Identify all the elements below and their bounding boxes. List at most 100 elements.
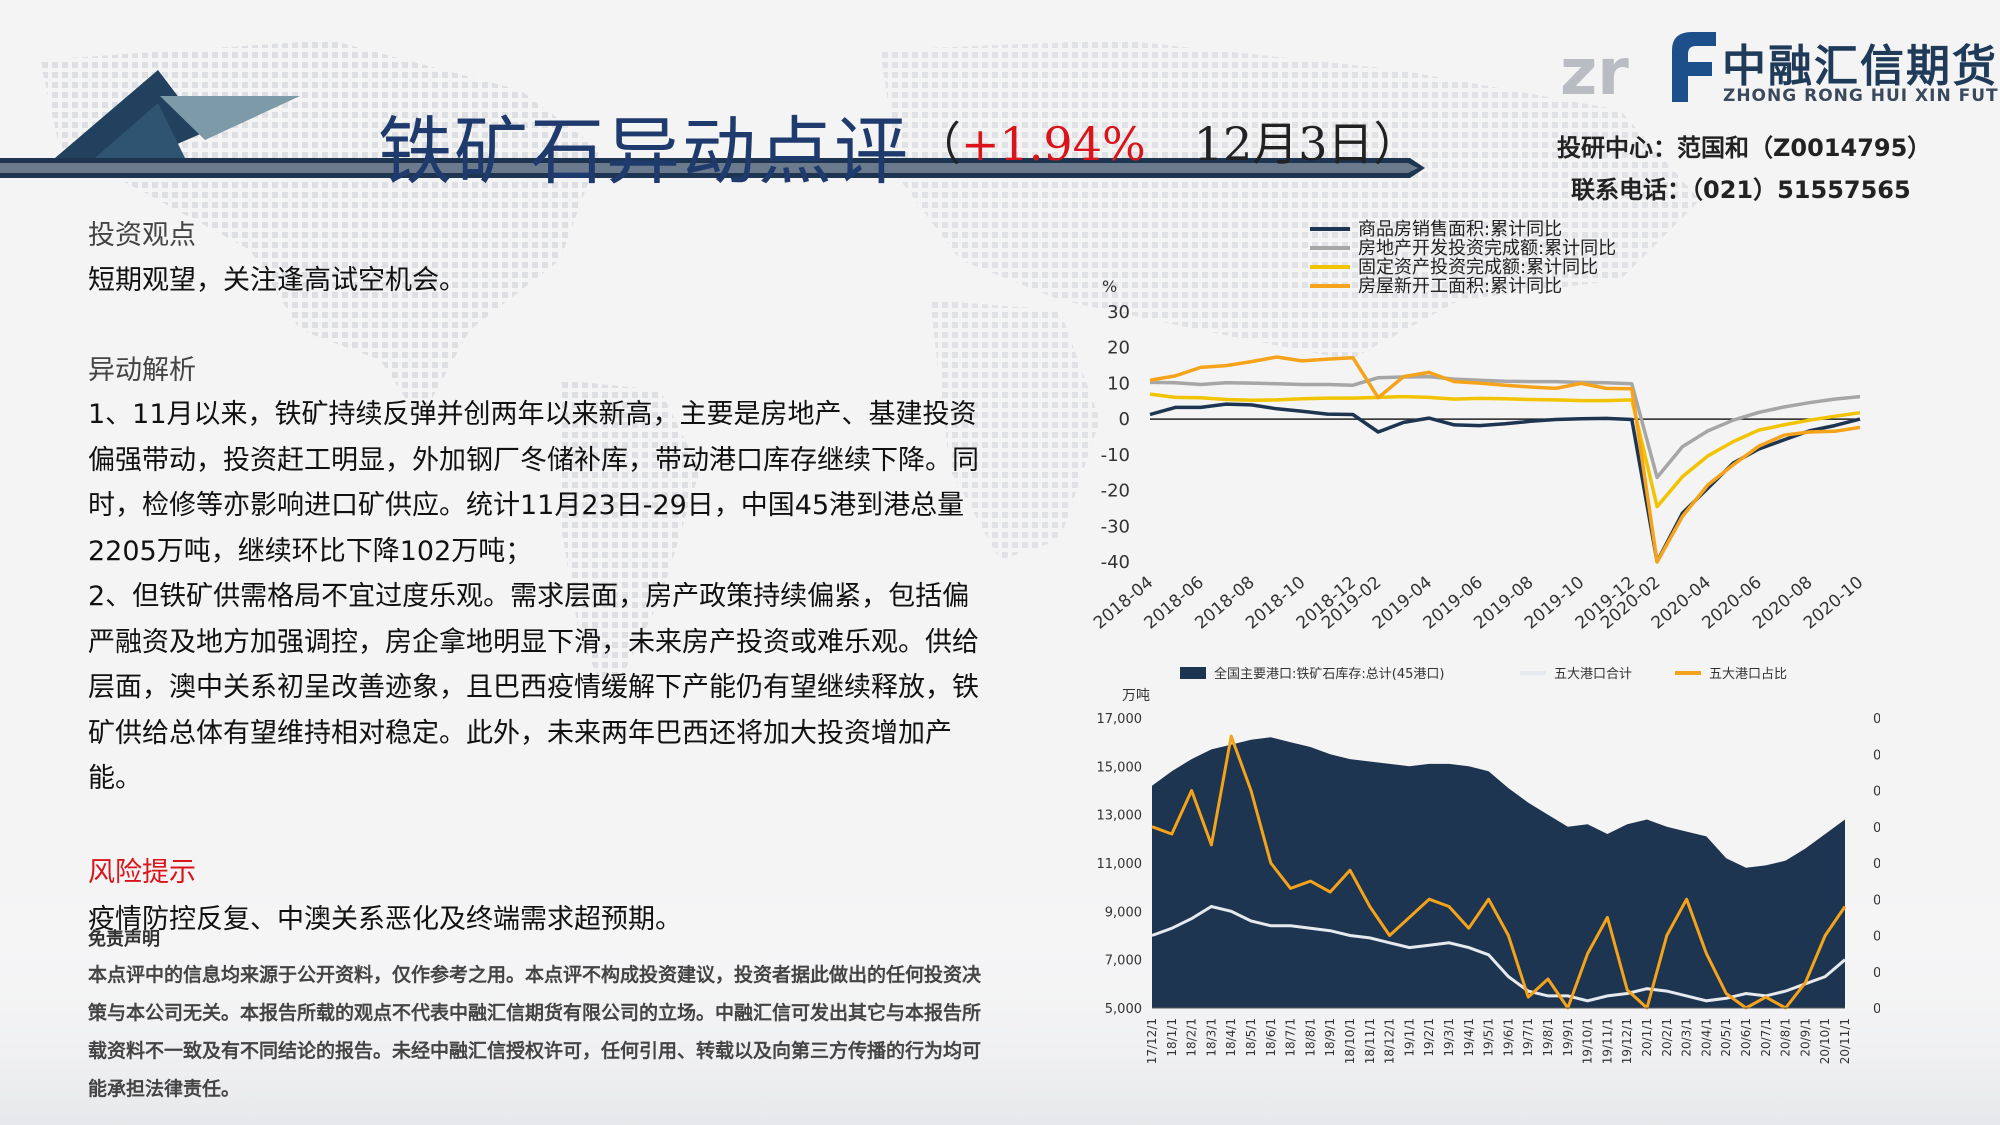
x-tick-label: 19/9/1 bbox=[1561, 1018, 1575, 1057]
x-tick-label: 18/9/1 bbox=[1323, 1018, 1337, 1057]
title-change-date: （+1.94% 12月3日） bbox=[915, 108, 1420, 174]
analysis-paragraph-2: 2、但铁矿供需格局不宜过度乐观。需求层面，房产政策持续偏紧，包括偏严融资及地方加… bbox=[88, 581, 979, 794]
x-tick-label: 19/2/1 bbox=[1422, 1018, 1436, 1057]
series-line-1 bbox=[1149, 402, 1861, 564]
page-title: 铁矿石异动点评 bbox=[378, 109, 910, 195]
legend-label: 全国主要港口:铁矿石库存:总计(45港口) bbox=[1214, 666, 1444, 682]
legend-label: 房地产开发投资完成额:累计同比 bbox=[1358, 238, 1616, 259]
y-tick-label: 7,000 bbox=[1105, 954, 1142, 969]
x-tick-label: 19/11/1 bbox=[1600, 1018, 1614, 1064]
y2-tick-label: 0.51 bbox=[1873, 966, 1880, 981]
x-tick-label: 20/2/1 bbox=[1660, 1018, 1674, 1057]
legend-label: 商品房销售面积:累计同比 bbox=[1358, 219, 1562, 240]
x-tick-label: 18/2/1 bbox=[1185, 1018, 1199, 1057]
phone-label: 联系电话： bbox=[1571, 176, 1691, 204]
x-tick-label: 18/11/1 bbox=[1363, 1018, 1377, 1064]
x-tick-label: 18/4/1 bbox=[1224, 1018, 1238, 1057]
x-tick-label: 19/4/1 bbox=[1462, 1018, 1476, 1057]
y-tick-label: 20 bbox=[1107, 338, 1130, 359]
analysis-paragraph-1: 1、11月以来，铁矿持续反弹并创两年以来新高，主要是房地产、基建投资偏强带动，投… bbox=[88, 399, 979, 567]
x-tick-label: 20/7/1 bbox=[1759, 1018, 1773, 1057]
x-tick-label: 18/12/1 bbox=[1383, 1018, 1397, 1064]
series-line-3 bbox=[1149, 392, 1861, 509]
company-name-cn: 中融汇信期货 bbox=[1722, 41, 1998, 92]
y2-tick-label: 0.56 bbox=[1873, 785, 1880, 800]
y2-tick-label: 0.53 bbox=[1873, 893, 1880, 908]
x-tick-label: 20/1/1 bbox=[1640, 1018, 1654, 1057]
disclaimer-heading: 免责声明 bbox=[88, 929, 160, 950]
analysis-body: 1、11月以来，铁矿持续反弹并创两年以来新高，主要是房地产、基建投资偏强带动，投… bbox=[88, 392, 993, 802]
x-tick-label: 18/8/1 bbox=[1303, 1018, 1317, 1057]
legend-label: 五大港口占比 bbox=[1709, 667, 1787, 682]
y-axis-unit: % bbox=[1102, 277, 1117, 296]
risk-text: 疫情防控反复、中澳关系恶化及终端需求超预期。 bbox=[88, 904, 682, 935]
header-band bbox=[0, 70, 1425, 178]
x-tick-label: 20/10/1 bbox=[1818, 1018, 1832, 1064]
legend-swatch bbox=[1180, 667, 1206, 679]
y2-tick-label: 0.54 bbox=[1873, 857, 1880, 872]
y-tick-label: 0 bbox=[1119, 409, 1130, 430]
research-center-label: 投研中心： bbox=[1557, 134, 1677, 162]
y-tick-label: -20 bbox=[1101, 481, 1130, 502]
analysis-heading: 异动解析 bbox=[88, 355, 196, 386]
x-tick-label: 18/3/1 bbox=[1204, 1018, 1218, 1057]
x-tick-label: 19/8/1 bbox=[1541, 1018, 1555, 1057]
x-tick-label: 20/8/1 bbox=[1779, 1018, 1793, 1057]
y2-tick-label: 0.55 bbox=[1873, 821, 1880, 836]
view-text: 短期观望，关注逢高试空机会。 bbox=[88, 265, 466, 296]
y-tick-label: 15,000 bbox=[1097, 760, 1143, 775]
y2-tick-label: 0.5 bbox=[1873, 1002, 1880, 1017]
y2-tick-label: 0.58 bbox=[1873, 712, 1880, 727]
price-change: +1.94% bbox=[961, 117, 1146, 171]
x-tick-label: 19/10/1 bbox=[1581, 1018, 1595, 1064]
x-tick-label: 20/4/1 bbox=[1699, 1018, 1713, 1057]
series-line-2 bbox=[1149, 374, 1861, 480]
company-logo-icon: zr bbox=[1560, 32, 1716, 104]
y-tick-label: 30 bbox=[1107, 302, 1130, 323]
phone-value: （021）51557565 bbox=[1691, 176, 1911, 204]
x-tick-label: 18/5/1 bbox=[1244, 1018, 1258, 1057]
risk-heading: 风险提示 bbox=[88, 857, 196, 888]
x-tick-label: 18/1/1 bbox=[1165, 1018, 1179, 1057]
y-tick-label: 9,000 bbox=[1105, 905, 1142, 920]
y-tick-label: 17,000 bbox=[1097, 712, 1143, 727]
y2-tick-label: 0.57 bbox=[1873, 748, 1880, 763]
five-port-share-line bbox=[1151, 734, 1847, 1010]
contact-phone: 联系电话：（021）51557565 bbox=[1571, 170, 1911, 205]
y-axis-unit: 万吨 bbox=[1122, 688, 1150, 704]
legend-label: 固定资产投资完成额:累计同比 bbox=[1358, 257, 1598, 278]
y2-tick-label: 0.52 bbox=[1873, 930, 1880, 945]
legend-label: 五大港口合计 bbox=[1554, 667, 1632, 682]
x-tick-label: 19/12/1 bbox=[1620, 1018, 1634, 1064]
series-line-4 bbox=[1149, 355, 1861, 564]
y-tick-label: 10 bbox=[1107, 373, 1130, 394]
x-tick-label: 18/10/1 bbox=[1343, 1018, 1357, 1064]
title-paren-close: ） bbox=[1373, 117, 1420, 171]
y-tick-label: 11,000 bbox=[1097, 857, 1143, 872]
view-heading: 投资观点 bbox=[88, 220, 196, 251]
x-tick-label: 20/6/1 bbox=[1739, 1018, 1753, 1057]
legend-label: 房屋新开工面积:累计同比 bbox=[1358, 276, 1562, 297]
disclaimer-text: 本点评中的信息均来源于公开资料，仅作参考之用。本点评不构成投资建议，投资者据此做… bbox=[88, 964, 982, 1100]
svg-text:zr: zr bbox=[1560, 36, 1629, 104]
title-paren-open: （ bbox=[915, 117, 961, 171]
y-tick-label: -10 bbox=[1101, 445, 1130, 466]
research-center-value: 范国和（Z0014795） bbox=[1677, 134, 1932, 162]
x-tick-label: 17/12/1 bbox=[1145, 1018, 1159, 1064]
x-tick-label: 18/7/1 bbox=[1284, 1018, 1298, 1057]
x-tick-label: 18/6/1 bbox=[1264, 1018, 1278, 1057]
x-tick-label: 19/7/1 bbox=[1521, 1018, 1535, 1057]
x-tick-label: 19/3/1 bbox=[1442, 1018, 1456, 1057]
y-tick-label: 5,000 bbox=[1105, 1002, 1142, 1017]
x-tick-label: 19/6/1 bbox=[1501, 1018, 1515, 1057]
title-date: 12月3日 bbox=[1193, 117, 1374, 171]
y-tick-label: -30 bbox=[1101, 516, 1130, 537]
y-tick-label: -40 bbox=[1101, 552, 1130, 573]
company-name-en: ZHONG RONG HUI XIN FUTURES bbox=[1723, 86, 2000, 106]
x-tick-label: 20/9/1 bbox=[1798, 1018, 1812, 1057]
inventory-area bbox=[1152, 737, 1845, 1008]
y-tick-label: 13,000 bbox=[1097, 809, 1143, 824]
x-tick-label: 20/3/1 bbox=[1680, 1018, 1694, 1057]
real-estate-yoy-chart: % 30 20 10 0 -10 -20 -30 -40 商品房销售面积:累计同比房地产开发投资完… bbox=[1090, 219, 1867, 633]
